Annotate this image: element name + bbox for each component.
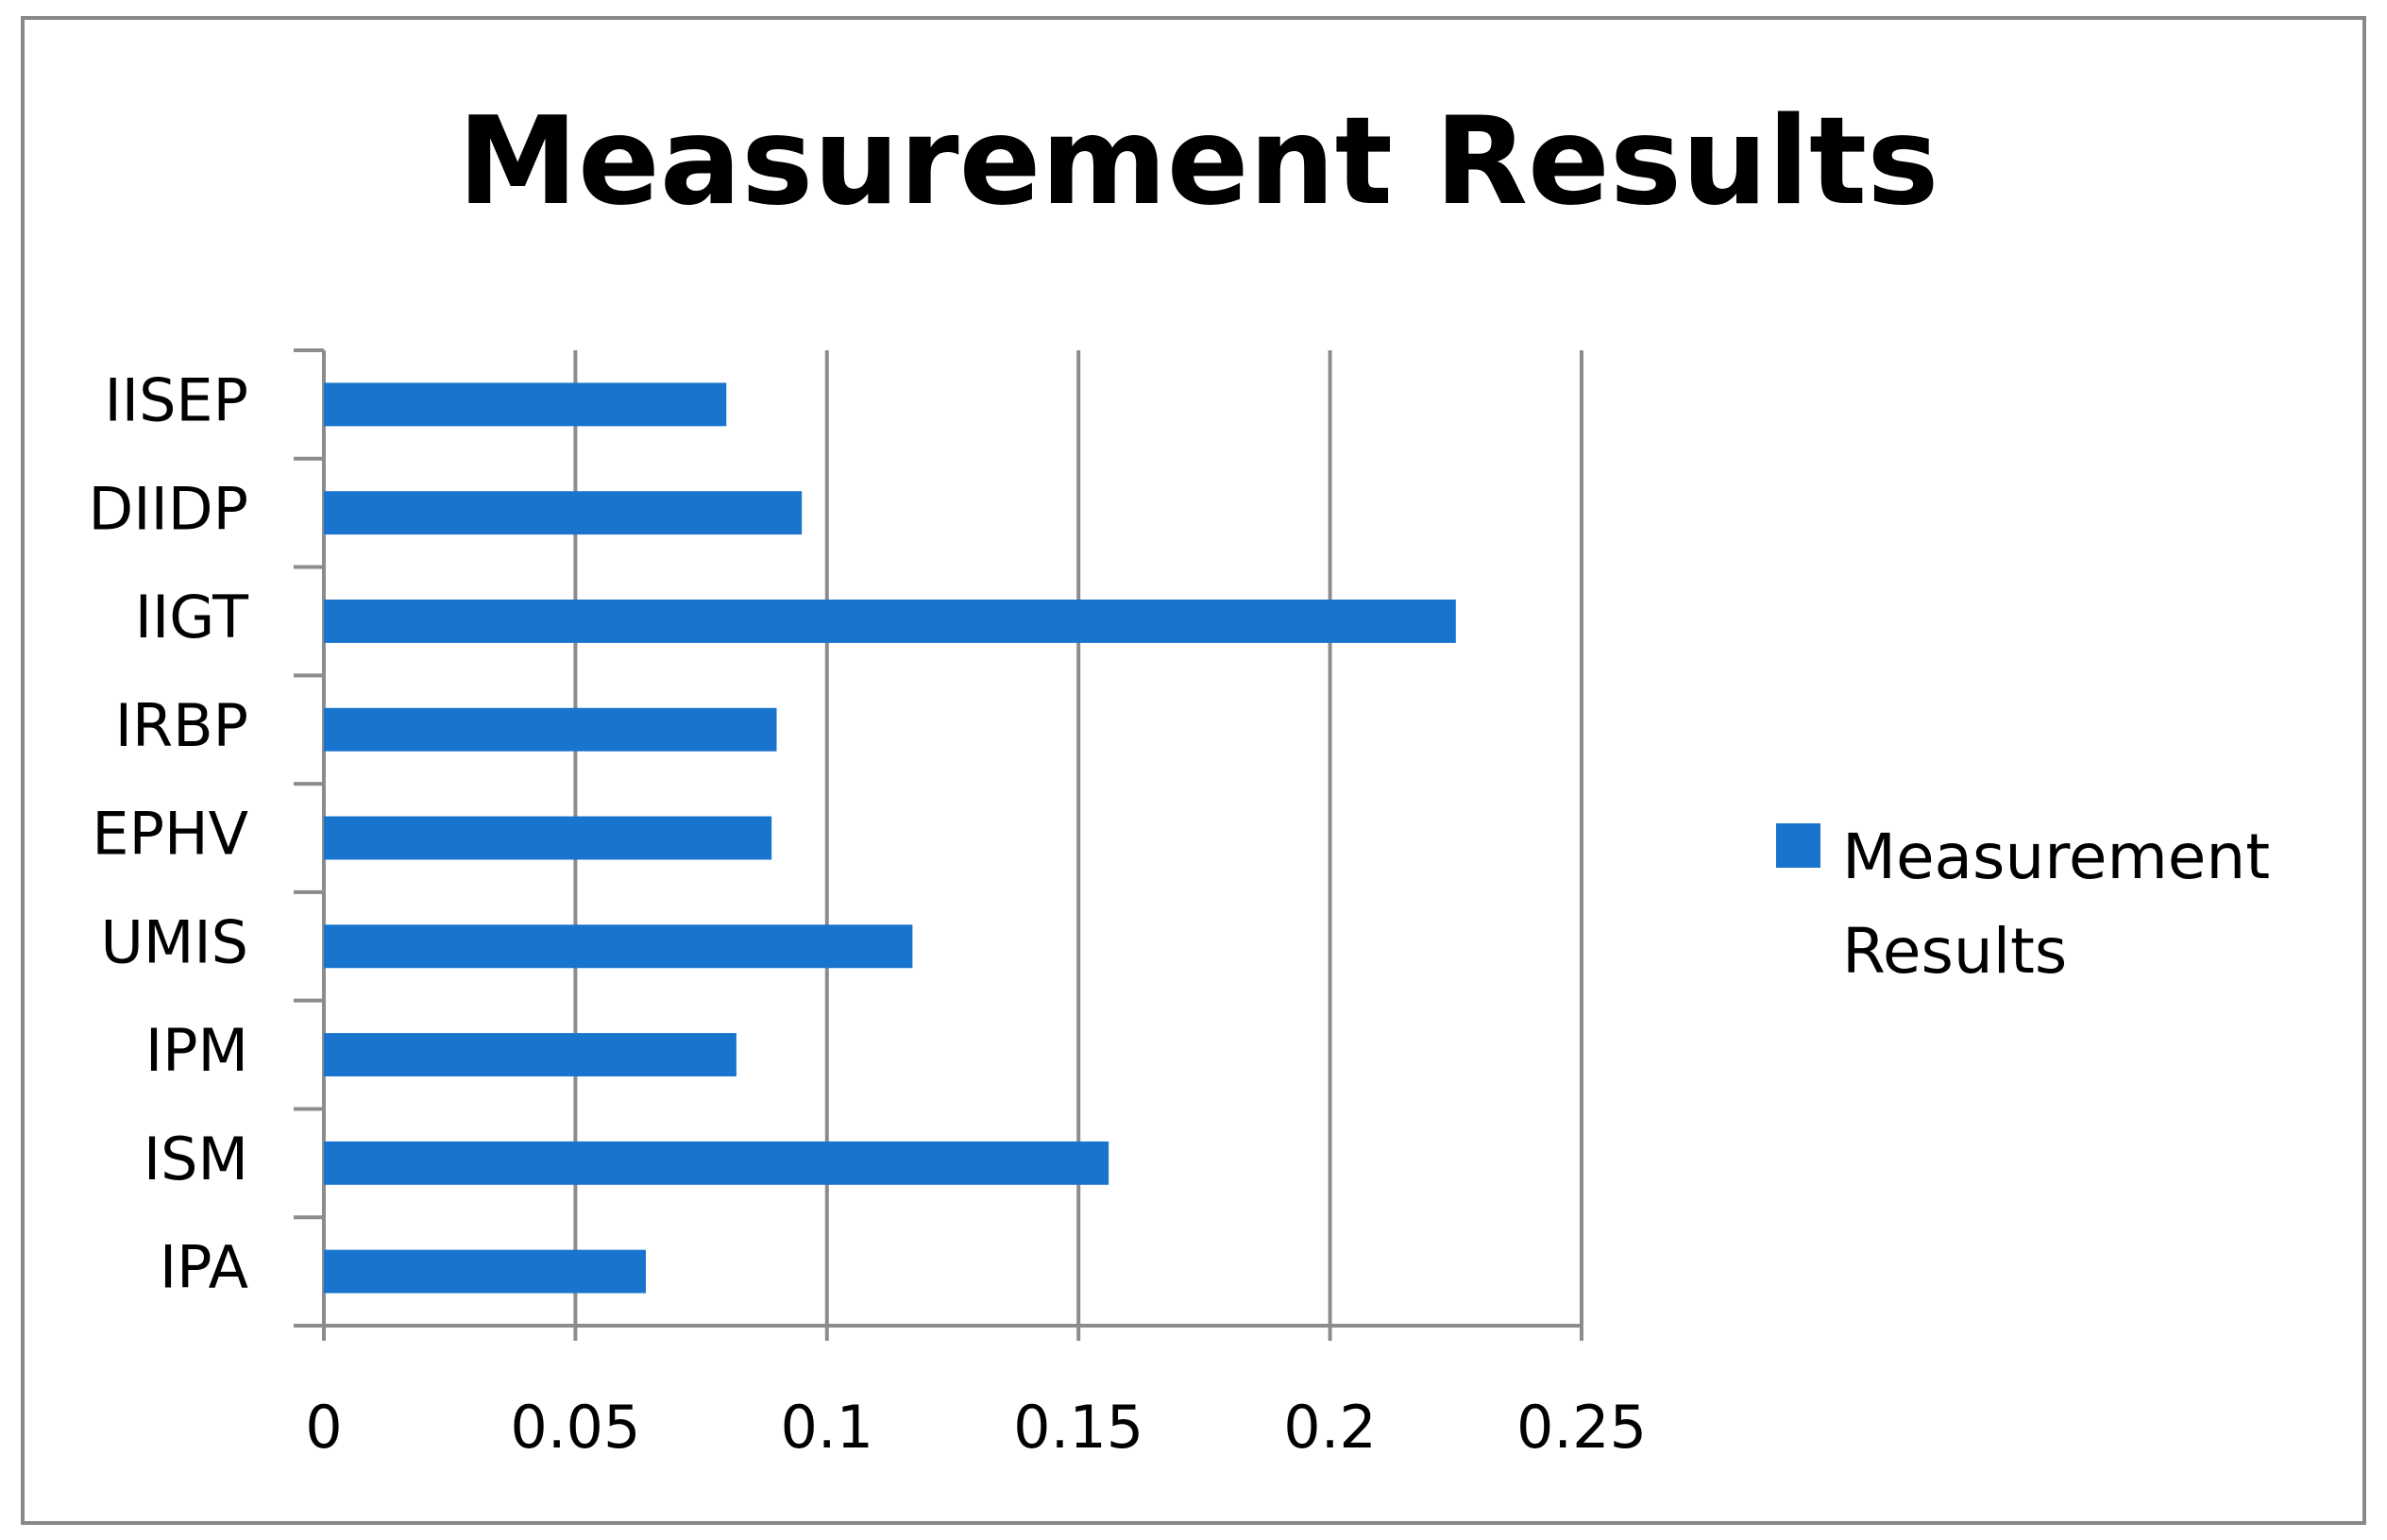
bar: [324, 491, 803, 535]
chart-title: Measurement Results: [458, 92, 1939, 232]
y-tick-label: IPM: [145, 1016, 248, 1085]
bar: [324, 382, 727, 427]
bar: [324, 816, 772, 860]
y-tick-label: ISM: [144, 1125, 248, 1193]
bar: [324, 707, 777, 752]
bar: [324, 1249, 646, 1294]
legend-label: Measurement Results: [1842, 821, 2271, 988]
x-tick-label: 0.25: [1516, 1393, 1647, 1462]
x-tick-label: 0.15: [1013, 1393, 1143, 1462]
x-tick-label: 0.05: [510, 1393, 640, 1462]
y-tick-label: IPA: [160, 1233, 248, 1302]
x-tick-label: 0.1: [780, 1393, 873, 1462]
bar: [324, 924, 913, 969]
y-tick-label: UMIS: [100, 907, 248, 976]
bar: [324, 1141, 1109, 1185]
legend-swatch: [1776, 823, 1820, 868]
y-tick-label: EPHV: [92, 800, 248, 869]
y-tick-label: IIGT: [135, 583, 249, 652]
x-tick-label: 0: [305, 1393, 342, 1462]
chart-border: [21, 16, 2366, 1525]
bar: [324, 1033, 736, 1077]
x-tick-label: 0.2: [1283, 1393, 1377, 1462]
y-tick-label: IISEP: [105, 365, 249, 434]
bar: [324, 599, 1456, 643]
y-tick-label: IRBP: [115, 691, 248, 760]
y-tick-label: DIIDP: [89, 474, 248, 543]
